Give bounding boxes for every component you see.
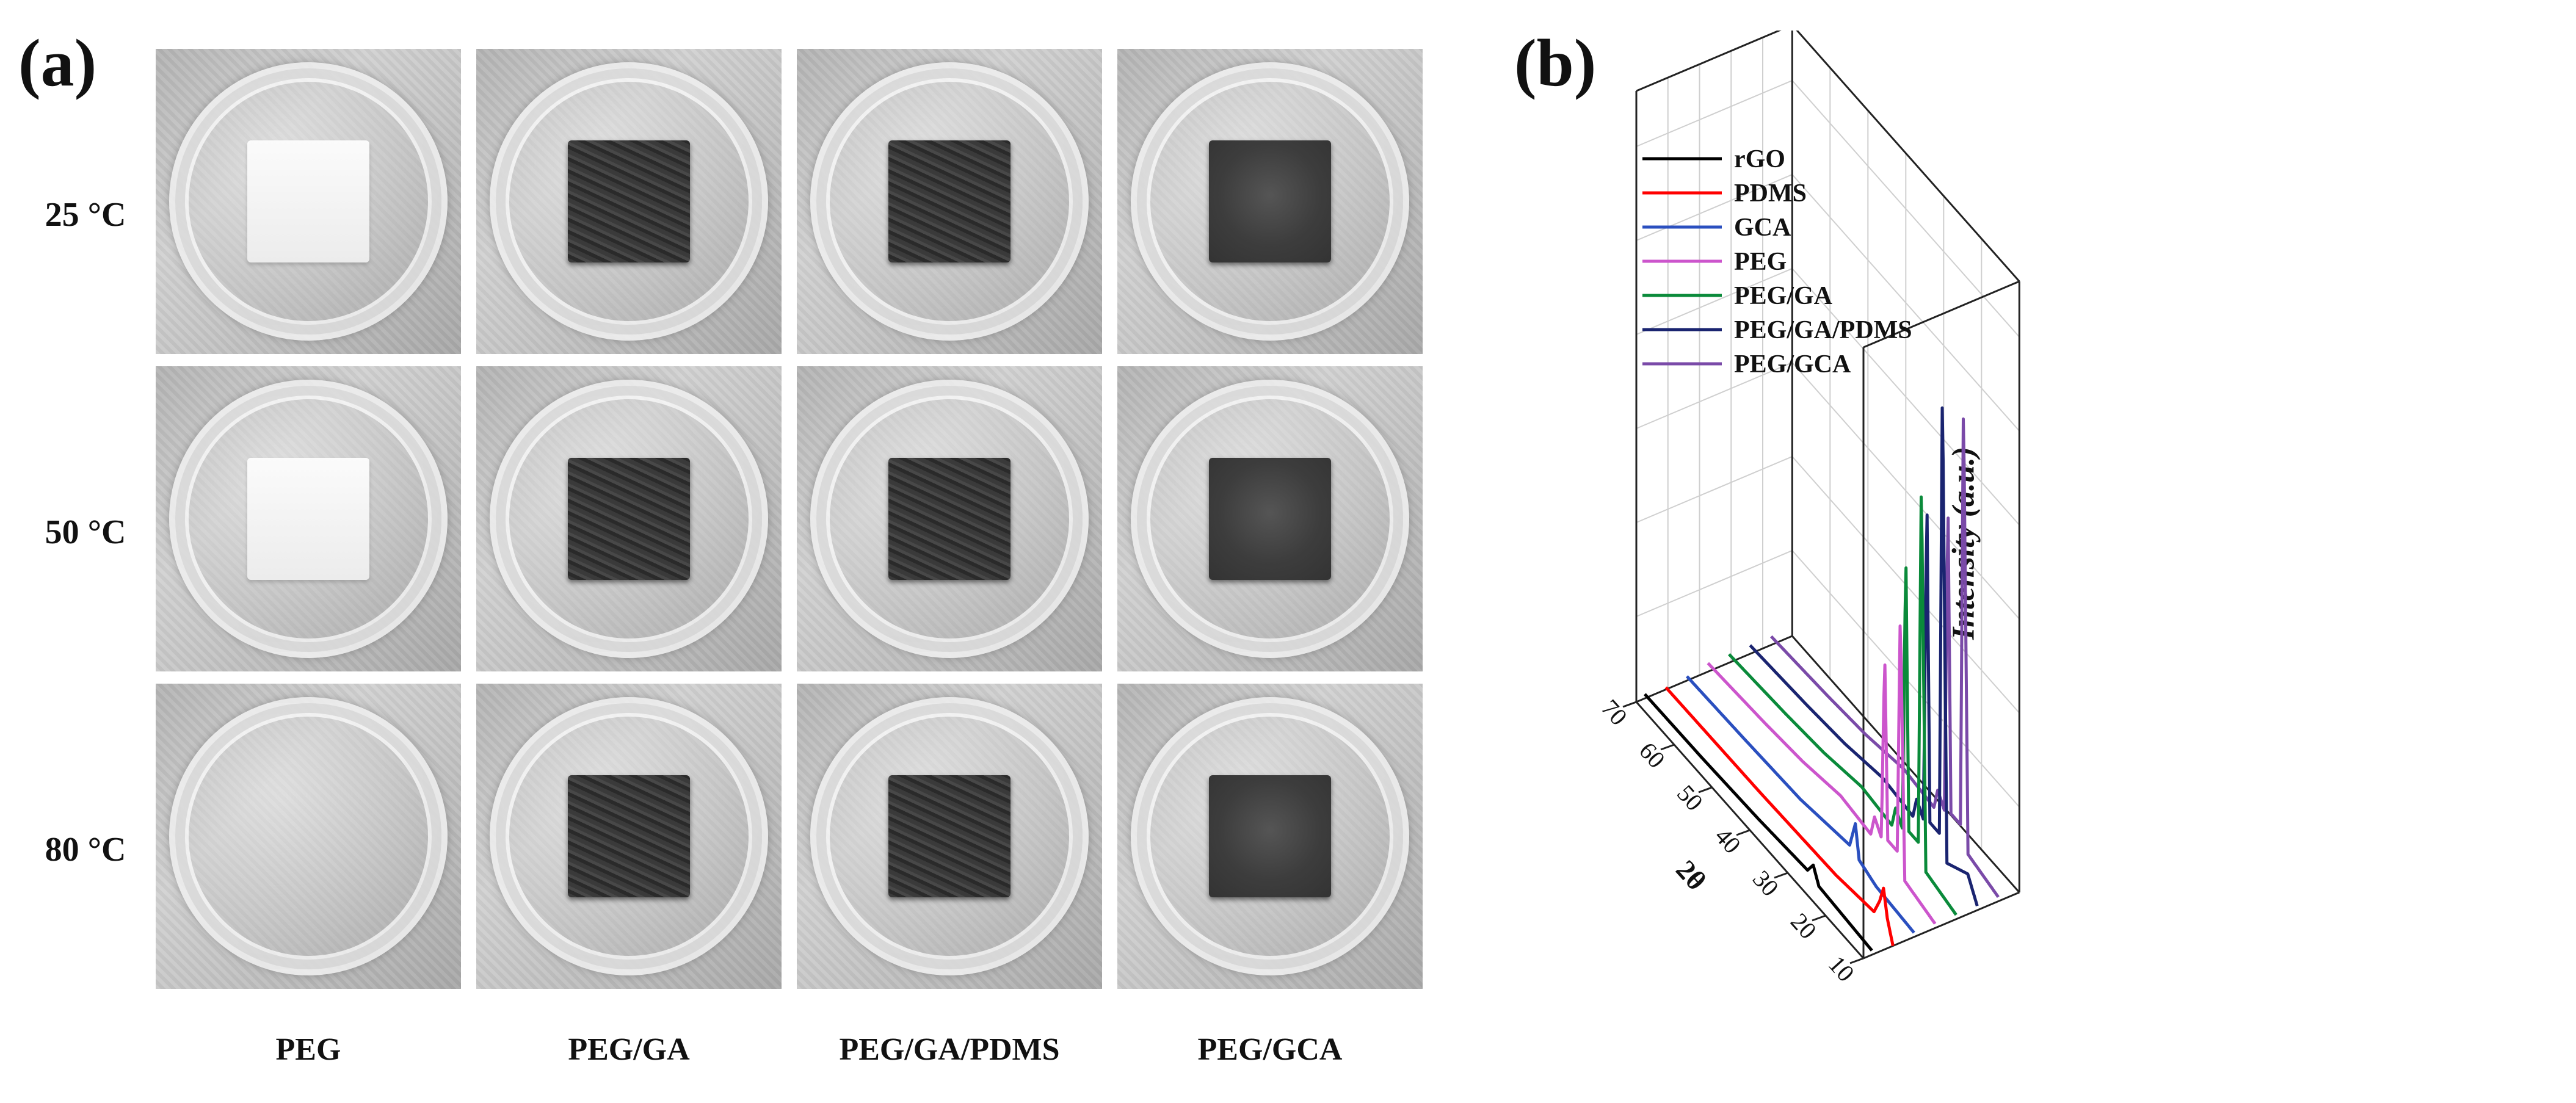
series-line-peg	[1707, 624, 1937, 925]
photo-cell	[1117, 684, 1423, 989]
sample-block	[247, 458, 369, 580]
sample-block	[568, 140, 690, 262]
x-tick	[1698, 786, 1713, 794]
sample-block	[568, 458, 690, 580]
photo-cell	[797, 366, 1102, 671]
column-label-peg-ga-pdms: PEG/GA/PDMS	[839, 1032, 1060, 1067]
x-tick-label: 10	[1823, 950, 1860, 987]
series-line-pdms	[1664, 686, 1895, 947]
photo-cell	[797, 684, 1102, 989]
series-line-rgo	[1643, 693, 1873, 952]
x-tick	[1622, 701, 1637, 708]
chart-series	[1643, 406, 2000, 952]
series-line-peg-ga-pdms	[1749, 406, 1979, 906]
legend-label: PEG/GA/PDMS	[1734, 316, 1912, 344]
x-tick	[1812, 914, 1826, 922]
photo-cell	[156, 49, 461, 354]
series-line-peg-ga	[1728, 495, 1957, 916]
x-tick	[1774, 872, 1788, 879]
series-line-gca	[1685, 675, 1915, 934]
x-tick	[1849, 957, 1864, 964]
x-axis-title: 2θ	[1670, 854, 1712, 896]
photo-cell	[797, 49, 1102, 354]
photo-cell	[156, 366, 461, 671]
chart-grid	[1636, 37, 2020, 850]
photo-cell	[476, 366, 782, 671]
x-tick	[1736, 829, 1751, 836]
sample-block	[1209, 140, 1331, 262]
sample-block	[888, 458, 1010, 580]
sample-block	[1209, 458, 1331, 580]
panel-a-label: (a)	[18, 26, 97, 100]
legend-label: PDMS	[1734, 179, 1807, 208]
legend-label: PEG/GA	[1734, 282, 1833, 310]
panel-b-label: (b)	[1514, 26, 1597, 100]
sample-block	[888, 775, 1010, 897]
x-tick-label: 60	[1634, 737, 1671, 773]
x-tick-label: 50	[1672, 779, 1708, 816]
photo-cell	[156, 684, 461, 989]
row-label-50c: 50 °C	[45, 513, 126, 551]
column-label-peg-ga: PEG/GA	[568, 1032, 690, 1067]
chart-legend: rGO PDMS GCA PEG PEG/GA PEG/GA/PDMS PEG/GCA	[1642, 145, 1912, 378]
column-label-peg-gca: PEG/GCA	[1197, 1032, 1343, 1067]
legend-label: GCA	[1734, 214, 1791, 242]
x-tick-label: 70	[1596, 694, 1633, 731]
photo-cell	[1117, 49, 1423, 354]
x-tick-label: 30	[1747, 865, 1784, 902]
x-tick-label: 40	[1710, 822, 1746, 859]
photo-cell	[476, 49, 782, 354]
x-tick	[1660, 743, 1675, 751]
column-label-peg: PEG	[275, 1032, 341, 1067]
sample-block	[568, 775, 690, 897]
legend-label: PEG/GCA	[1734, 350, 1851, 378]
x-tick-label: 20	[1785, 908, 1822, 944]
sample-block	[1209, 775, 1331, 897]
series-line-peg-gca	[1770, 417, 2000, 899]
photo-cell	[476, 684, 782, 989]
legend-label: PEG	[1734, 248, 1787, 276]
row-label-25c: 25 °C	[45, 196, 126, 234]
petri-dish	[169, 697, 448, 975]
row-label-80c: 80 °C	[45, 831, 126, 869]
photo-cell	[1117, 366, 1423, 671]
sample-block	[888, 140, 1010, 262]
sample-block	[247, 140, 369, 262]
legend-label: rGO	[1734, 145, 1785, 173]
